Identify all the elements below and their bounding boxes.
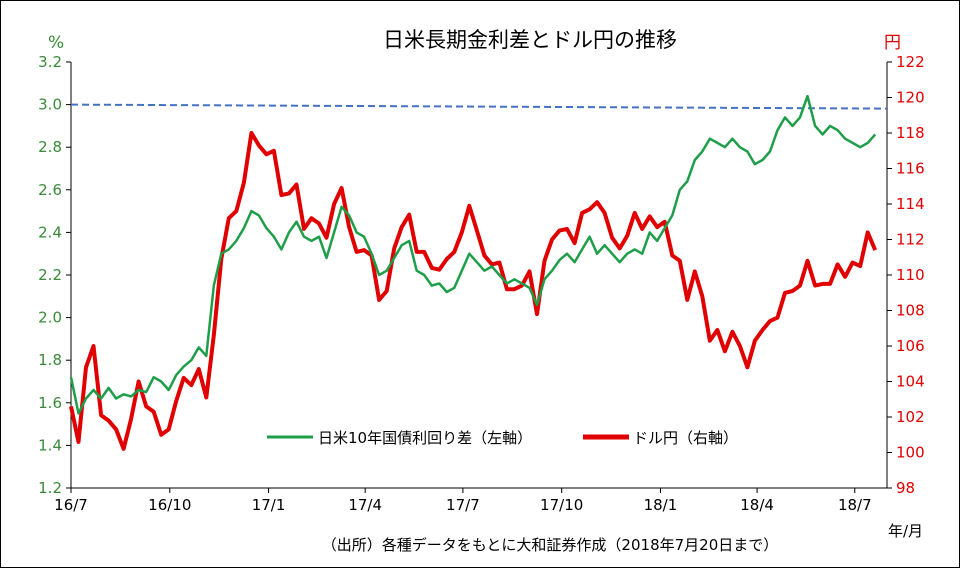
left-axis-tick-label: 1.4 [38, 436, 62, 454]
right-axis-tick-label: 98 [896, 479, 915, 497]
left-axis-tick-label: 2.6 [38, 181, 62, 199]
left-axis-tick-label: 1.6 [38, 394, 62, 412]
chart-title: 日米長期金利差とドル円の推移 [383, 28, 677, 52]
left-axis-tick-label: 3.0 [38, 96, 62, 114]
right-axis-tick-label: 100 [896, 444, 925, 462]
right-axis-tick-label: 106 [896, 337, 925, 355]
reference-line-3-0 [70, 103, 888, 110]
x-axis-tick-label: 17/7 [446, 496, 480, 514]
left-axis-tick-label: 2.4 [38, 223, 62, 241]
reference-line-group [70, 103, 888, 110]
left-axis-tick-label: 1.2 [38, 479, 62, 497]
series-line-spread [69, 94, 877, 415]
legend-label-spread: 日米10年国債利回り差（左軸） [318, 429, 532, 447]
source-note: （出所）各種データをもとに大和証券作成（2018年7月20日まで） [322, 536, 779, 554]
tick-labels: 1.2 1.4 1.6 1.8 2.0 2.2 2.4 2.6 2.8 3.0 3.2 98 100 10… [38, 53, 925, 514]
right-axis-tick-label: 104 [896, 373, 925, 391]
left-axis-tick-label: 3.2 [38, 53, 62, 71]
legend-label-usdjpy: ドル円（右軸） [633, 429, 738, 447]
left-axis-tick-label: 2.0 [38, 309, 62, 327]
right-axis-tick-label: 112 [896, 231, 925, 249]
series-line-usdjpy [69, 131, 878, 451]
right-axis-tick-label: 116 [896, 160, 925, 178]
right-axis-tick-label: 110 [896, 266, 925, 284]
right-axis-tick-label: 114 [896, 195, 925, 213]
right-axis-unit: 円 [884, 33, 901, 53]
series-lines [69, 94, 878, 451]
x-axis-tick-label: 17/4 [348, 496, 382, 514]
right-axis-tick-label: 118 [896, 124, 925, 142]
x-axis-tick-label: 16/10 [148, 496, 191, 514]
right-axis-tick-label: 108 [896, 302, 925, 320]
left-axis-unit: % [48, 33, 64, 53]
right-axis-tick-label: 102 [896, 408, 925, 426]
left-axis-tick-label: 1.8 [38, 351, 62, 369]
legend: 日米10年国債利回り差（左軸） ドル円（右軸） [267, 429, 738, 447]
right-axis-tick-label: 122 [896, 53, 925, 71]
left-axis-tick-label: 2.8 [38, 138, 62, 156]
left-axis-tick-label: 2.2 [38, 266, 62, 284]
x-axis-tick-label: 18/1 [644, 496, 678, 514]
x-axis-tick-label: 17/1 [252, 496, 286, 514]
x-axis-tick-label: 18/7 [838, 496, 872, 514]
axes [66, 61, 892, 493]
x-axis-tick-label: 17/10 [540, 496, 583, 514]
x-axis-unit: 年/月 [888, 522, 923, 540]
x-axis-tick-label: 16/7 [54, 496, 88, 514]
x-axis-tick-label: 18/4 [740, 496, 774, 514]
right-axis-tick-label: 120 [896, 89, 925, 107]
